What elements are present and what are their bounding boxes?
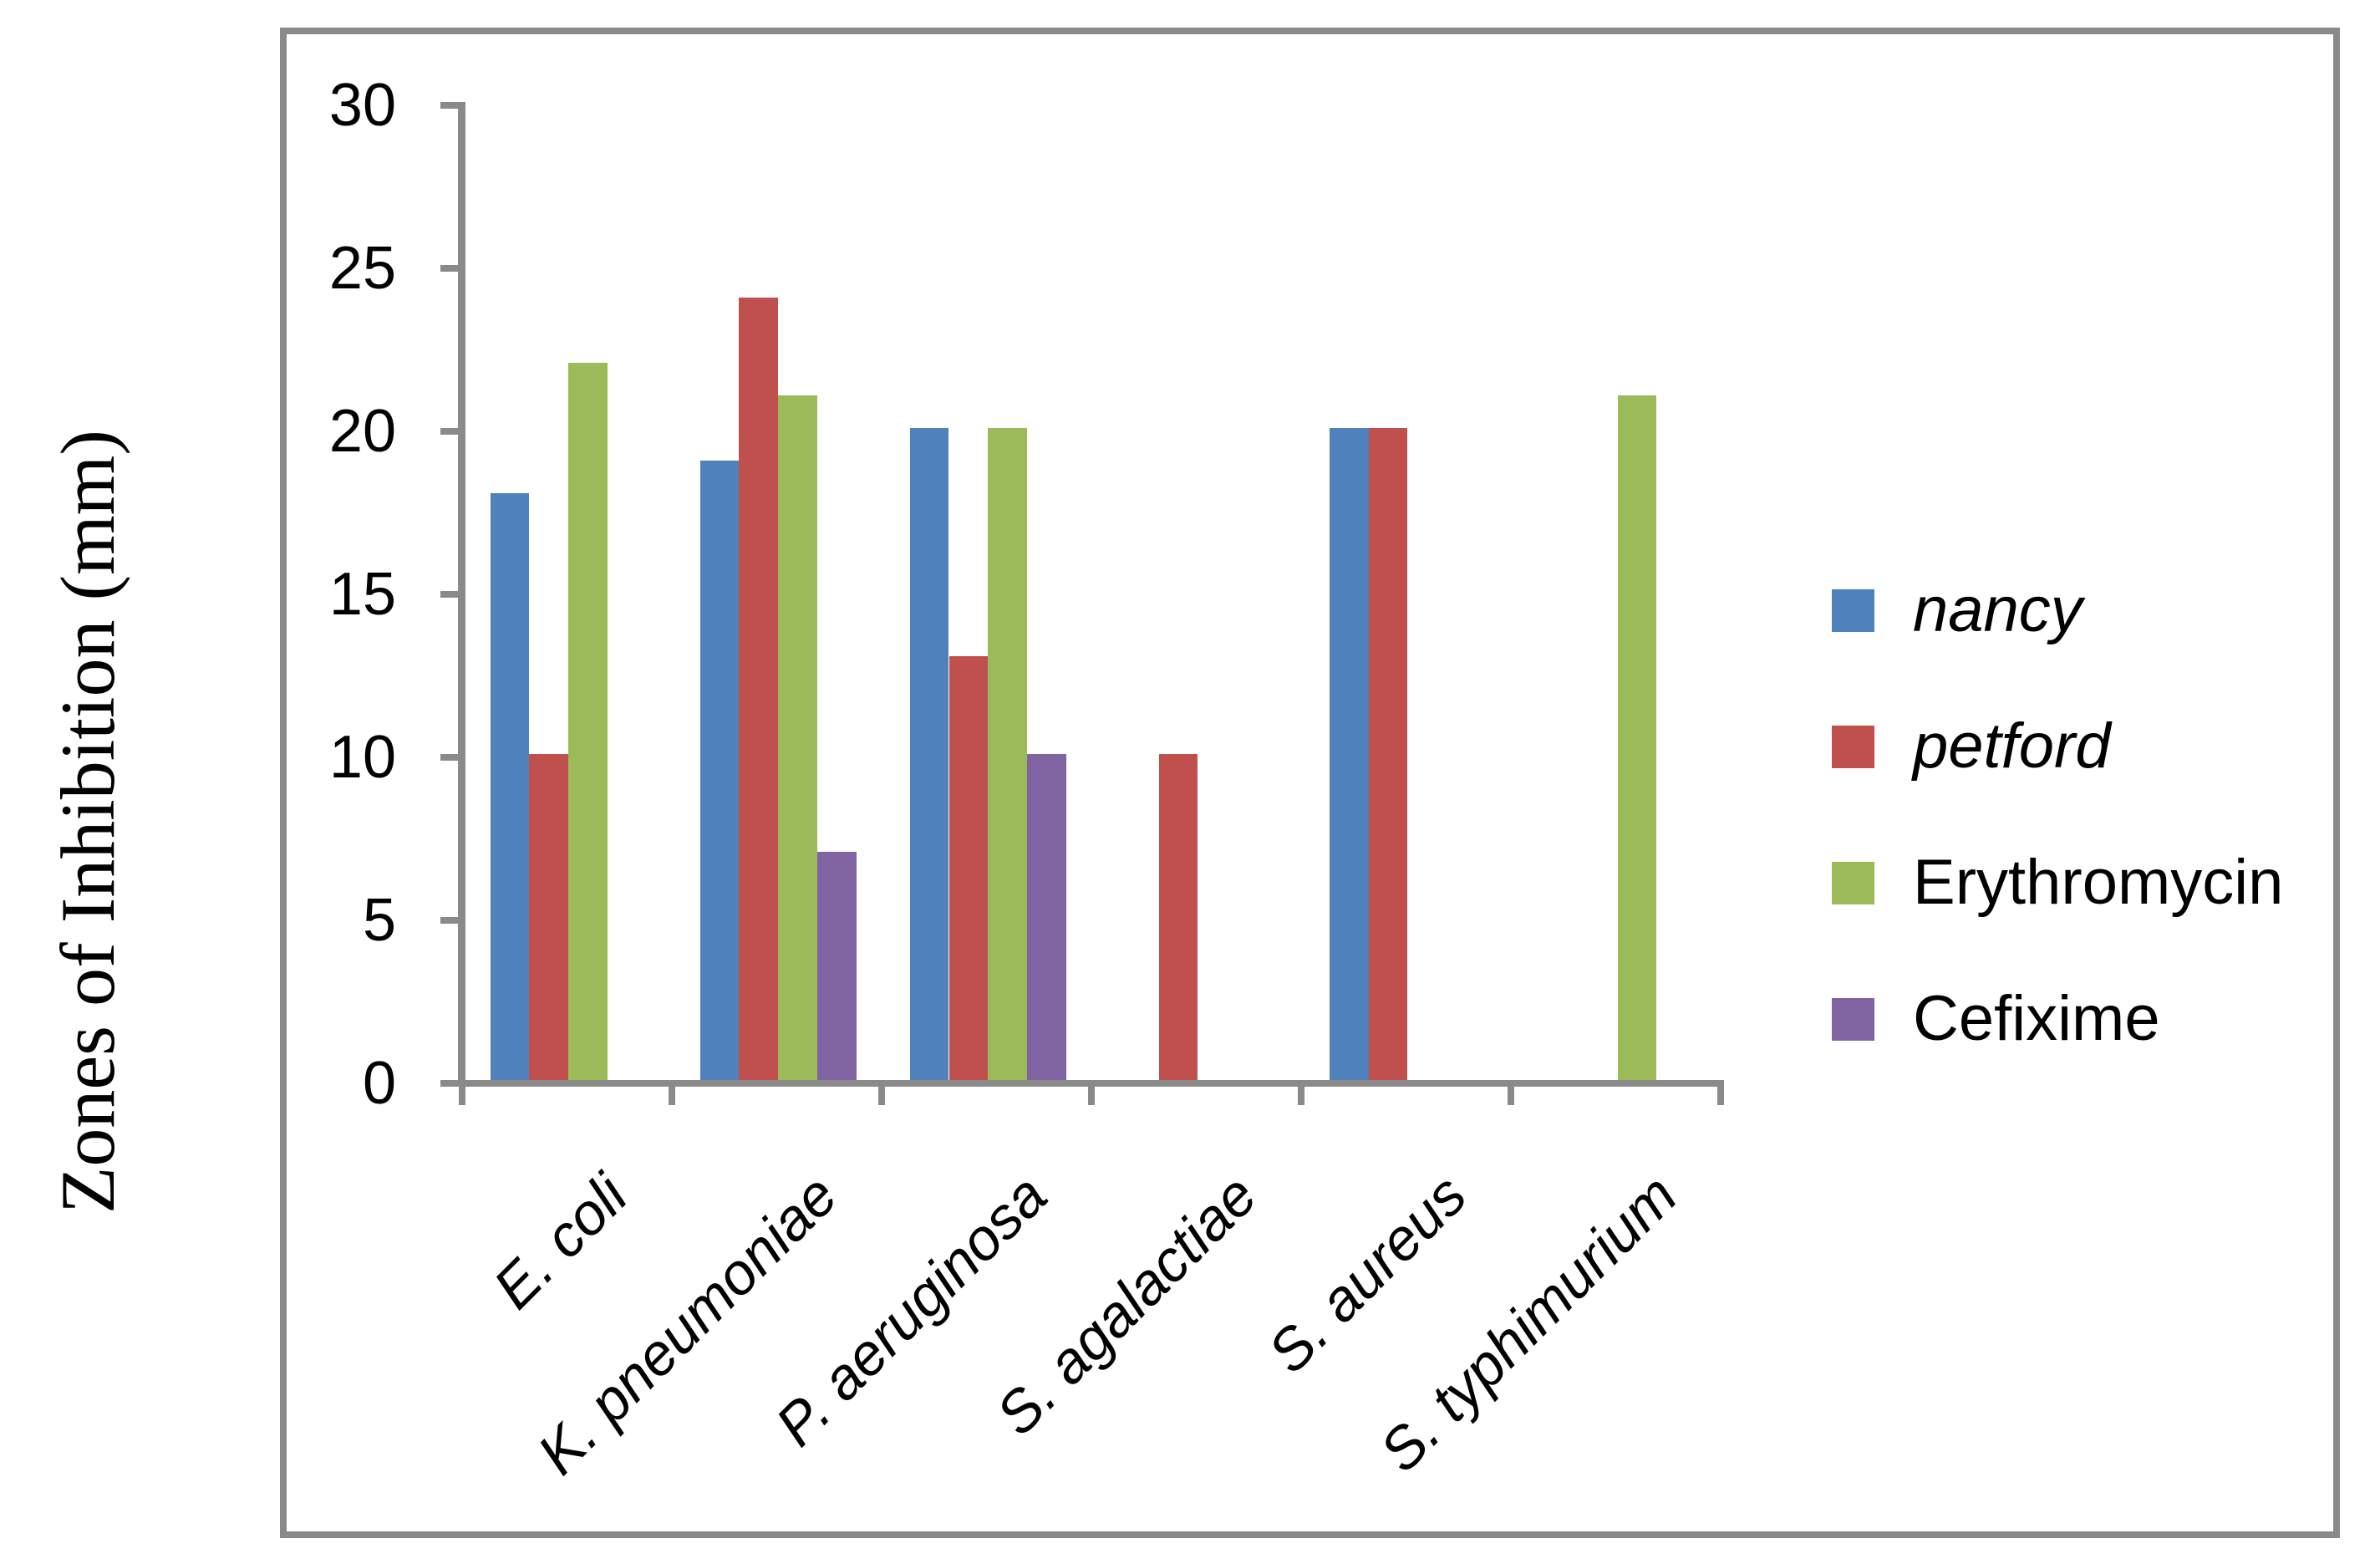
bar (988, 428, 1028, 1080)
y-axis-line (458, 102, 465, 1087)
y-axis-tick (440, 754, 458, 761)
legend-swatch (1832, 997, 1874, 1041)
y-axis-title: Zones of Inhibition (mm) (45, 430, 130, 1214)
y-tick-label: 15 (328, 561, 396, 628)
x-axis-tick (1297, 1087, 1304, 1105)
bar (1368, 428, 1408, 1080)
bar (909, 428, 949, 1080)
legend-swatch (1832, 588, 1874, 632)
bar (948, 656, 989, 1080)
y-axis-tick (440, 917, 458, 924)
bar (1158, 754, 1198, 1080)
legend-item: Erythromycin (1832, 849, 2283, 916)
x-axis-tick (668, 1087, 675, 1105)
bar (529, 754, 569, 1080)
y-axis-tick (440, 1080, 458, 1087)
y-tick-label: 10 (328, 724, 396, 791)
legend-swatch (1832, 861, 1874, 904)
bar (778, 395, 817, 1080)
legend-item: petford (1832, 713, 2111, 780)
y-tick-label: 0 (362, 1050, 396, 1117)
x-axis-line (458, 1080, 1724, 1087)
bar (1617, 395, 1657, 1080)
chart-frame (280, 28, 2340, 1538)
y-tick-label: 25 (328, 235, 396, 302)
bar (1027, 754, 1066, 1080)
x-axis-tick (1717, 1087, 1725, 1105)
bar (1329, 428, 1369, 1080)
y-axis-tick (440, 591, 458, 598)
x-axis-tick (877, 1087, 885, 1105)
y-axis-tick (440, 102, 458, 109)
y-axis-tick (440, 428, 458, 435)
y-tick-label: 30 (328, 72, 396, 139)
x-axis-tick (1508, 1087, 1514, 1105)
y-tick-label: 5 (362, 887, 396, 954)
x-axis-tick (1087, 1087, 1095, 1105)
legend-item: Cefixime (1832, 986, 2160, 1052)
legend-swatch (1832, 725, 1874, 768)
legend-label: nancy (1913, 574, 2082, 645)
y-tick-label: 20 (328, 398, 396, 465)
legend-label: Cefixime (1913, 983, 2160, 1054)
legend-label: Erythromycin (1913, 847, 2284, 918)
y-axis-tick (440, 265, 458, 272)
bar (490, 493, 530, 1080)
bar (568, 363, 608, 1080)
bar (739, 298, 779, 1080)
legend-label: petford (1913, 711, 2111, 782)
x-axis-tick (458, 1087, 465, 1105)
bar (699, 461, 740, 1080)
legend-item: nancy (1832, 577, 2082, 644)
bar (817, 852, 857, 1080)
